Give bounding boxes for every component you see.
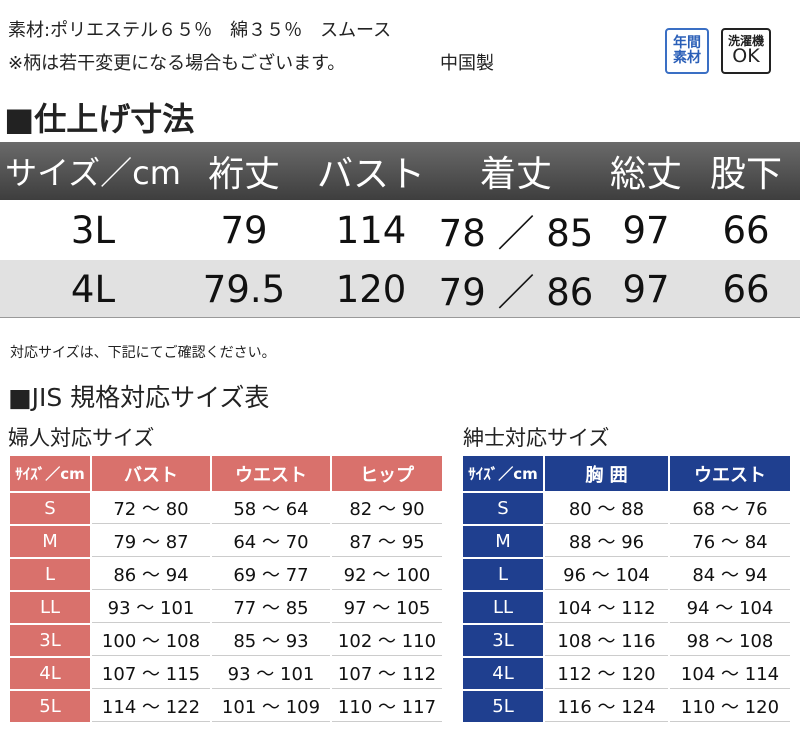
size-cell: 5L	[463, 691, 543, 722]
header-cell: ｻｲｽﾞ／cm	[10, 456, 90, 491]
size-cell: 4L	[10, 658, 90, 689]
header-cell: ヒップ	[332, 456, 442, 491]
data-cell: 93 ～ 101	[92, 592, 210, 623]
data-cell: 108 ～ 116	[545, 625, 668, 656]
size-cell: 3L	[463, 625, 543, 656]
section-title: ■JIS 規格対応サイズ表	[8, 383, 270, 412]
data-cell: 120	[335, 267, 407, 311]
data-cell: 87 ～ 95	[332, 526, 442, 557]
data-cell: 97	[622, 208, 670, 252]
badge: 年間 素材	[665, 28, 709, 74]
header-cell: 総丈	[609, 154, 682, 195]
data-cell: 107 ～ 115	[92, 658, 210, 689]
size-cell: 5L	[10, 691, 90, 722]
header-row	[0, 142, 800, 200]
header-cell: 股下	[709, 154, 782, 195]
header-cell: ウエスト	[670, 456, 790, 491]
badge-text: 洗濯機	[727, 33, 764, 48]
data-cell: 80 ～ 88	[545, 493, 668, 524]
badge-text: 年間	[673, 35, 701, 52]
data-cell: 112 ～ 120	[545, 658, 668, 689]
data-cell: 102 ～ 110	[332, 625, 442, 656]
data-cell: 79 ／ 86	[438, 271, 594, 314]
data-cell: 64 ～ 70	[212, 526, 330, 557]
data-cell: 100 ～ 108	[92, 625, 210, 656]
row	[0, 200, 800, 260]
data-cell: 76 ～ 84	[670, 526, 790, 557]
data-cell: 116 ～ 124	[545, 691, 668, 722]
data-cell: 98 ～ 108	[670, 625, 790, 656]
data-cell: 88 ～ 96	[545, 526, 668, 557]
data-cell: 66	[722, 267, 770, 311]
data-cell: 96 ～ 104	[545, 559, 668, 590]
data-cell: 114 ～ 122	[92, 691, 210, 722]
data-cell: 79	[220, 208, 268, 252]
data-cell: 97	[622, 267, 670, 311]
header-cell: 胸 囲	[545, 456, 668, 491]
data-cell: 79 ～ 87	[92, 526, 210, 557]
data-cell: 93 ～ 101	[212, 658, 330, 689]
data-cell: 82 ～ 90	[332, 493, 442, 524]
size-cell: LL	[10, 592, 90, 623]
data-cell: 97 ～ 105	[332, 592, 442, 623]
badge-text: OK	[732, 45, 760, 68]
data-cell: 68 ～ 76	[670, 493, 790, 524]
data-cell: 110 ～ 120	[670, 691, 790, 722]
size-cell: L	[463, 559, 543, 590]
intro: 対応サイズは、下記にてご確認ください。	[10, 345, 276, 361]
data-cell: 72 ～ 80	[92, 493, 210, 524]
row	[0, 260, 800, 318]
data-cell: 58 ～ 64	[212, 493, 330, 524]
data-cell: 84 ～ 94	[670, 559, 790, 590]
note: ※柄は若干変更になる場合もございます。	[8, 53, 346, 74]
table-title: 紳士対応サイズ	[463, 426, 610, 450]
header-cell: ウエスト	[212, 456, 330, 491]
data-cell: 77 ～ 85	[212, 592, 330, 623]
data-cell: 101 ～ 109	[212, 691, 330, 722]
data-cell: 94 ～ 104	[670, 592, 790, 623]
data-cell: 4L	[70, 267, 116, 311]
size-cell: M	[10, 526, 90, 557]
data-cell: 114	[335, 208, 407, 252]
data-cell: 78 ／ 85	[438, 212, 594, 255]
section-title: ■仕上げ寸法	[4, 100, 195, 138]
origin: 中国製	[440, 53, 494, 74]
size-cell: LL	[463, 592, 543, 623]
data-cell: 107 ～ 112	[332, 658, 442, 689]
data-cell: 104 ～ 112	[545, 592, 668, 623]
header-cell: ｻｲｽﾞ／cm	[463, 456, 543, 491]
size-cell: 3L	[10, 625, 90, 656]
data-cell: 92 ～ 100	[332, 559, 442, 590]
data-cell: 66	[722, 208, 770, 252]
size-cell: 4L	[463, 658, 543, 689]
header-cell: 着丈	[479, 154, 552, 195]
table-title: 婦人対応サイズ	[8, 426, 155, 450]
data-cell: 110 ～ 117	[332, 691, 442, 722]
header-cell: バスト	[92, 456, 210, 491]
header-cell: サイズ／cm	[5, 154, 181, 192]
data-cell: 69 ～ 77	[212, 559, 330, 590]
data-cell: 86 ～ 94	[92, 559, 210, 590]
data-cell: 104 ～ 114	[670, 658, 790, 689]
header-cell: バスト	[316, 154, 425, 195]
data-cell: 85 ～ 93	[212, 625, 330, 656]
badge: 洗濯機 OK	[721, 28, 771, 74]
size-cell: S	[463, 493, 543, 524]
size-cell: S	[10, 493, 90, 524]
size-cell: L	[10, 559, 90, 590]
badge-text: 素材	[673, 50, 701, 66]
header-cell: 裄丈	[207, 154, 280, 195]
data-cell: 3L	[70, 208, 116, 252]
data-cell: 79.5	[202, 267, 286, 311]
material: 素材:ポリエステル６５％ 綿３５％ スムース	[8, 20, 392, 41]
size-cell: M	[463, 526, 543, 557]
